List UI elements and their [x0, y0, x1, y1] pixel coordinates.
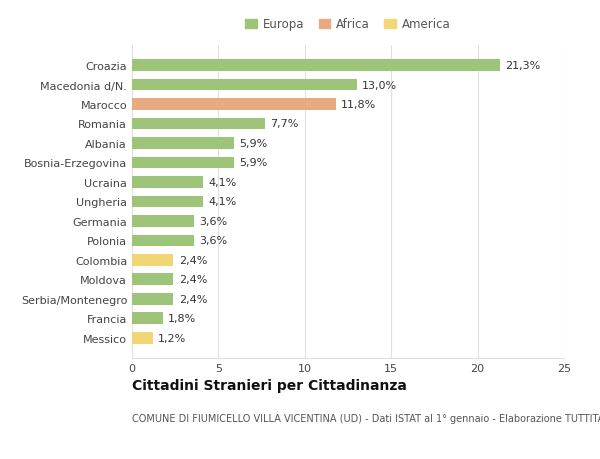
Text: 7,7%: 7,7%	[270, 119, 299, 129]
Text: 3,6%: 3,6%	[199, 216, 227, 226]
Bar	[132, 177, 203, 188]
Text: 4,1%: 4,1%	[208, 178, 236, 188]
Text: Cittadini Stranieri per Cittadinanza: Cittadini Stranieri per Cittadinanza	[132, 379, 407, 392]
Text: 2,4%: 2,4%	[179, 294, 207, 304]
Bar	[132, 332, 153, 344]
Text: 4,1%: 4,1%	[208, 197, 236, 207]
Bar	[132, 99, 336, 111]
Text: 3,6%: 3,6%	[199, 236, 227, 246]
Bar	[132, 293, 173, 305]
Bar	[132, 313, 163, 325]
Text: 21,3%: 21,3%	[505, 61, 541, 71]
Text: 5,9%: 5,9%	[239, 158, 268, 168]
Bar	[132, 216, 194, 227]
Text: 11,8%: 11,8%	[341, 100, 376, 110]
Bar	[132, 235, 194, 246]
Bar	[132, 138, 234, 150]
Bar	[132, 60, 500, 72]
Text: 1,2%: 1,2%	[158, 333, 186, 343]
Text: 1,8%: 1,8%	[168, 313, 197, 324]
Text: COMUNE DI FIUMICELLO VILLA VICENTINA (UD) - Dati ISTAT al 1° gennaio - Elaborazi: COMUNE DI FIUMICELLO VILLA VICENTINA (UD…	[132, 413, 600, 423]
Text: 2,4%: 2,4%	[179, 274, 207, 285]
Text: 13,0%: 13,0%	[362, 80, 397, 90]
Text: 2,4%: 2,4%	[179, 255, 207, 265]
Bar	[132, 274, 173, 285]
Legend: Europa, Africa, America: Europa, Africa, America	[243, 16, 453, 34]
Bar	[132, 79, 356, 91]
Bar	[132, 118, 265, 130]
Text: 5,9%: 5,9%	[239, 139, 268, 149]
Bar	[132, 157, 234, 169]
Bar	[132, 196, 203, 208]
Bar	[132, 254, 173, 266]
